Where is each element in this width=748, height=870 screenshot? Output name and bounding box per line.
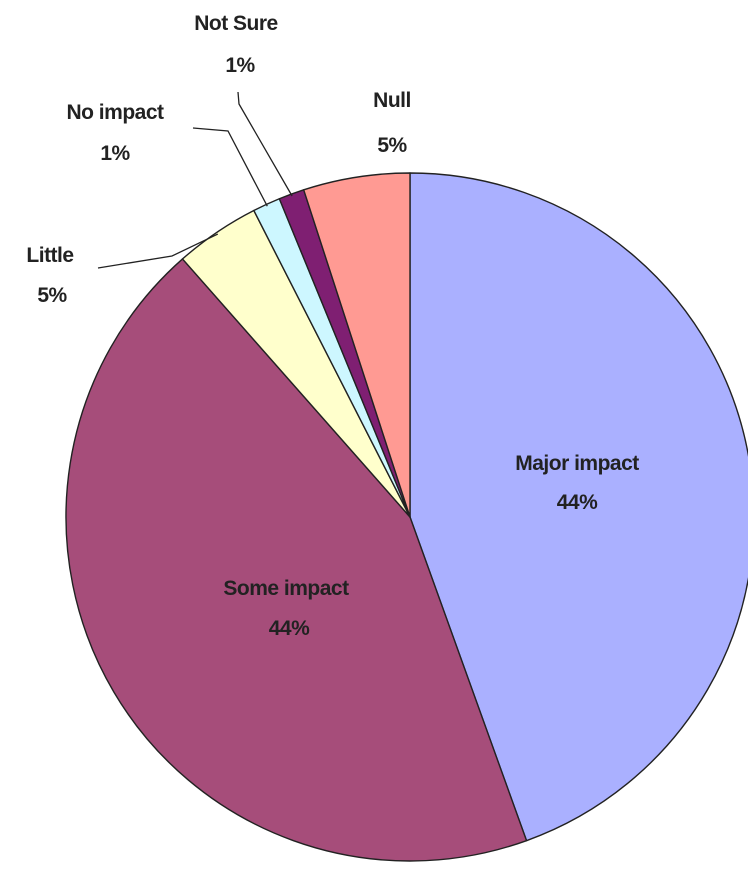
- label-some-impact: Some impact: [223, 577, 349, 600]
- leader-lines: [97, 91, 293, 269]
- label-major-impact: Major impact: [515, 452, 639, 475]
- leader-line-no-impact: [192, 127, 268, 207]
- percent-major-impact: 44%: [557, 491, 598, 514]
- percent-null: 5%: [377, 134, 407, 157]
- label-no-impact: No impact: [66, 101, 164, 124]
- label-little: Little: [26, 244, 73, 267]
- percent-little: 5%: [37, 284, 67, 307]
- pie-slices: [65, 172, 748, 862]
- percent-no-impact: 1%: [100, 142, 130, 165]
- label-null: Null: [373, 89, 411, 112]
- pie-slice-major-impact: [409, 172, 748, 842]
- percent-some-impact: 44%: [269, 617, 310, 640]
- leader-line-little: [97, 233, 219, 269]
- label-not-sure: Not Sure: [194, 12, 278, 35]
- pie-slice-null: [303, 172, 411, 518]
- percent-not-sure: 1%: [225, 54, 255, 77]
- leader-line-not-sure: [237, 91, 293, 197]
- pie-slice-some-impact: [65, 258, 528, 862]
